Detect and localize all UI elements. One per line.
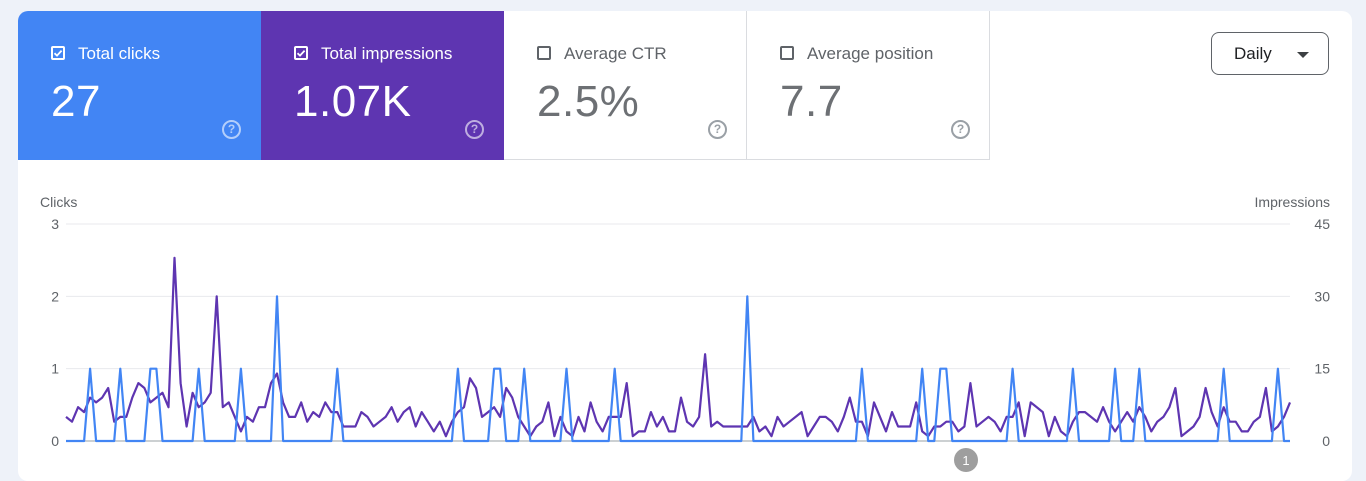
total-impressions-value: 1.07K <box>294 77 412 126</box>
y-left-tick-label: 1 <box>51 361 59 377</box>
average-ctr-card[interactable]: Average CTR 2.5% ? <box>504 11 747 160</box>
checkbox-unchecked-icon[interactable] <box>537 46 551 60</box>
total-clicks-card[interactable]: Total clicks 27 ? <box>18 11 261 160</box>
checkbox-checked-icon[interactable] <box>294 46 308 60</box>
y-right-tick-label: 45 <box>1314 216 1330 232</box>
help-icon[interactable]: ? <box>708 120 727 139</box>
annotation-label: 1 <box>962 453 969 468</box>
total-clicks-label: Total clicks <box>78 44 161 63</box>
dropdown-arrow-icon <box>1297 52 1309 58</box>
y-left-tick-label: 0 <box>51 433 59 449</box>
clicks-series-line <box>66 295 1290 443</box>
granularity-label: Daily <box>1234 44 1272 63</box>
average-position-card[interactable]: Average position 7.7 ? <box>747 11 990 160</box>
y-right-tick-label: 15 <box>1314 361 1330 377</box>
total-impressions-card[interactable]: Total impressions 1.07K ? <box>261 11 504 160</box>
impressions-series-line <box>65 256 1292 438</box>
metric-cards: Total clicks 27 ? Total impressions 1.07… <box>18 11 990 160</box>
average-ctr-value: 2.5% <box>537 77 640 126</box>
annotation-marker[interactable]: 1 <box>954 448 978 472</box>
y-axis-left-ticks: 0 1 2 3 <box>51 216 59 449</box>
y-right-tick-label: 0 <box>1322 433 1330 449</box>
granularity-dropdown[interactable]: Daily <box>1211 32 1329 75</box>
help-icon[interactable]: ? <box>465 120 484 139</box>
help-icon[interactable]: ? <box>222 120 241 139</box>
annotation-circle <box>954 448 978 472</box>
performance-panel: Total clicks 27 ? Total impressions 1.07… <box>18 11 1352 481</box>
y-right-tick-label: 30 <box>1314 288 1330 304</box>
y-left-tick-label: 3 <box>51 216 59 232</box>
y-axis-right-title: Impressions <box>1255 194 1330 210</box>
y-axis-right-ticks: 0 15 30 45 <box>1314 216 1330 449</box>
average-position-value: 7.7 <box>780 77 843 126</box>
y-left-tick-label: 2 <box>51 288 59 304</box>
y-axis-left-title: Clicks <box>40 194 77 210</box>
checkbox-unchecked-icon[interactable] <box>780 46 794 60</box>
checkbox-checked-icon[interactable] <box>51 46 65 60</box>
total-impressions-label: Total impressions <box>321 44 453 63</box>
average-ctr-label: Average CTR <box>564 44 667 63</box>
performance-chart: Clicks Impressions 0 1 2 3 0 15 30 45 1 <box>40 194 1330 472</box>
average-position-label: Average position <box>807 44 934 63</box>
help-icon[interactable]: ? <box>951 120 970 139</box>
total-clicks-value: 27 <box>51 77 101 126</box>
